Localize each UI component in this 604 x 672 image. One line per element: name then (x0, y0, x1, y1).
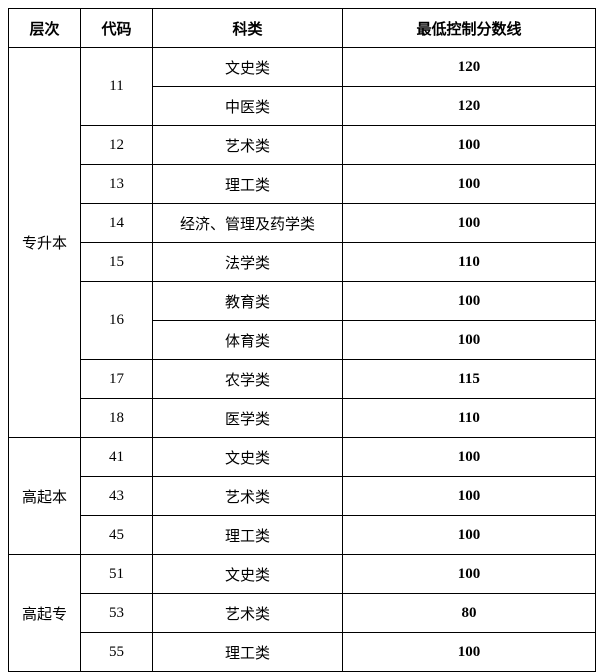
cell-score: 110 (343, 243, 596, 282)
cell-category: 经济、管理及药学类 (153, 204, 343, 243)
cell-category: 法学类 (153, 243, 343, 282)
cell-level: 专升本 (9, 48, 81, 438)
cell-score: 120 (343, 87, 596, 126)
table-row: 13理工类100 (9, 165, 596, 204)
cell-score: 100 (343, 204, 596, 243)
cell-score: 115 (343, 360, 596, 399)
table-row: 43艺术类100 (9, 477, 596, 516)
col-header-level: 层次 (9, 9, 81, 48)
table-header-row: 层次 代码 科类 最低控制分数线 (9, 9, 596, 48)
cell-score: 110 (343, 399, 596, 438)
cell-category: 体育类 (153, 321, 343, 360)
cell-score: 100 (343, 555, 596, 594)
cell-code: 13 (81, 165, 153, 204)
table-row: 45理工类100 (9, 516, 596, 555)
cell-category: 理工类 (153, 633, 343, 672)
cell-code: 45 (81, 516, 153, 555)
cell-code: 12 (81, 126, 153, 165)
cell-code: 51 (81, 555, 153, 594)
cell-category: 艺术类 (153, 594, 343, 633)
cell-category: 中医类 (153, 87, 343, 126)
table-row: 18医学类110 (9, 399, 596, 438)
cell-code: 53 (81, 594, 153, 633)
cell-code: 17 (81, 360, 153, 399)
table-row: 16教育类100 (9, 282, 596, 321)
cell-category: 理工类 (153, 165, 343, 204)
cell-category: 医学类 (153, 399, 343, 438)
cell-code: 11 (81, 48, 153, 126)
cell-score: 80 (343, 594, 596, 633)
cell-code: 14 (81, 204, 153, 243)
col-header-category: 科类 (153, 9, 343, 48)
score-table: 层次 代码 科类 最低控制分数线 专升本11文史类120中医类12012艺术类1… (8, 8, 596, 672)
cell-code: 41 (81, 438, 153, 477)
table-row: 15法学类110 (9, 243, 596, 282)
cell-category: 文史类 (153, 555, 343, 594)
col-header-code: 代码 (81, 9, 153, 48)
cell-category: 艺术类 (153, 126, 343, 165)
cell-score: 100 (343, 126, 596, 165)
cell-score: 100 (343, 165, 596, 204)
table-row: 12艺术类100 (9, 126, 596, 165)
table-row: 14经济、管理及药学类100 (9, 204, 596, 243)
cell-code: 16 (81, 282, 153, 360)
cell-code: 55 (81, 633, 153, 672)
cell-score: 120 (343, 48, 596, 87)
table-row: 高起本41文史类100 (9, 438, 596, 477)
table-row: 55理工类100 (9, 633, 596, 672)
cell-level: 高起专 (9, 555, 81, 672)
cell-score: 100 (343, 321, 596, 360)
cell-level: 高起本 (9, 438, 81, 555)
col-header-score: 最低控制分数线 (343, 9, 596, 48)
cell-score: 100 (343, 282, 596, 321)
cell-score: 100 (343, 633, 596, 672)
cell-category: 文史类 (153, 48, 343, 87)
cell-code: 18 (81, 399, 153, 438)
cell-score: 100 (343, 516, 596, 555)
cell-category: 教育类 (153, 282, 343, 321)
cell-code: 43 (81, 477, 153, 516)
table-row: 53艺术类80 (9, 594, 596, 633)
table-row: 专升本11文史类120 (9, 48, 596, 87)
cell-category: 艺术类 (153, 477, 343, 516)
table-row: 高起专51文史类100 (9, 555, 596, 594)
cell-code: 15 (81, 243, 153, 282)
cell-score: 100 (343, 477, 596, 516)
table-row: 17农学类115 (9, 360, 596, 399)
cell-category: 农学类 (153, 360, 343, 399)
cell-category: 文史类 (153, 438, 343, 477)
cell-category: 理工类 (153, 516, 343, 555)
cell-score: 100 (343, 438, 596, 477)
